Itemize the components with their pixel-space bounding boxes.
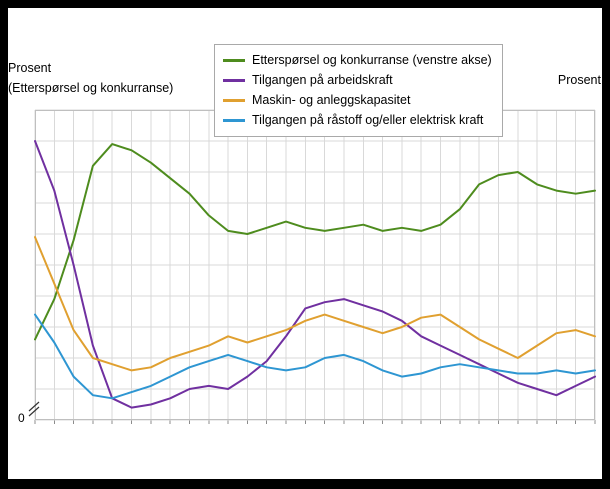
legend-item-raw-materials[interactable]: Tilgangen på råstoff og/eller elektrisk …	[223, 110, 492, 130]
legend-line-marker-demand	[223, 58, 245, 62]
legend-label-capacity: Maskin- og anleggskapasitet	[252, 93, 411, 107]
legend-item-demand[interactable]: Etterspørsel og konkurranse (venstre aks…	[223, 50, 492, 70]
legend-item-labour[interactable]: Tilgangen på arbeidskraft	[223, 70, 492, 90]
right-axis-title: Prosent	[557, 73, 601, 87]
legend-line-marker-labour	[223, 78, 245, 82]
chart-panel: Prosent (Etterspørsel og konkurranse) Pr…	[8, 8, 602, 479]
legend-line-marker-raw-materials	[223, 118, 245, 122]
y-axis-zero-label: 0	[18, 411, 25, 425]
left-axis-title: Prosent (Etterspørsel og konkurranse)	[8, 58, 173, 98]
left-axis-title-line1: Prosent	[8, 61, 52, 75]
legend-label-raw-materials: Tilgangen på råstoff og/eller elektrisk …	[252, 113, 484, 127]
legend-item-capacity[interactable]: Maskin- og anleggskapasitet	[223, 90, 492, 110]
line-chart	[28, 109, 596, 424]
plot-area	[28, 109, 596, 424]
legend-label-labour: Tilgangen på arbeidskraft	[252, 73, 393, 87]
legend-label-demand: Etterspørsel og konkurranse (venstre aks…	[252, 53, 492, 67]
left-axis-title-line2: (Etterspørsel og konkurranse)	[8, 81, 174, 95]
legend-line-marker-capacity	[223, 98, 245, 102]
chart-legend: Etterspørsel og konkurranse (venstre aks…	[214, 44, 503, 137]
